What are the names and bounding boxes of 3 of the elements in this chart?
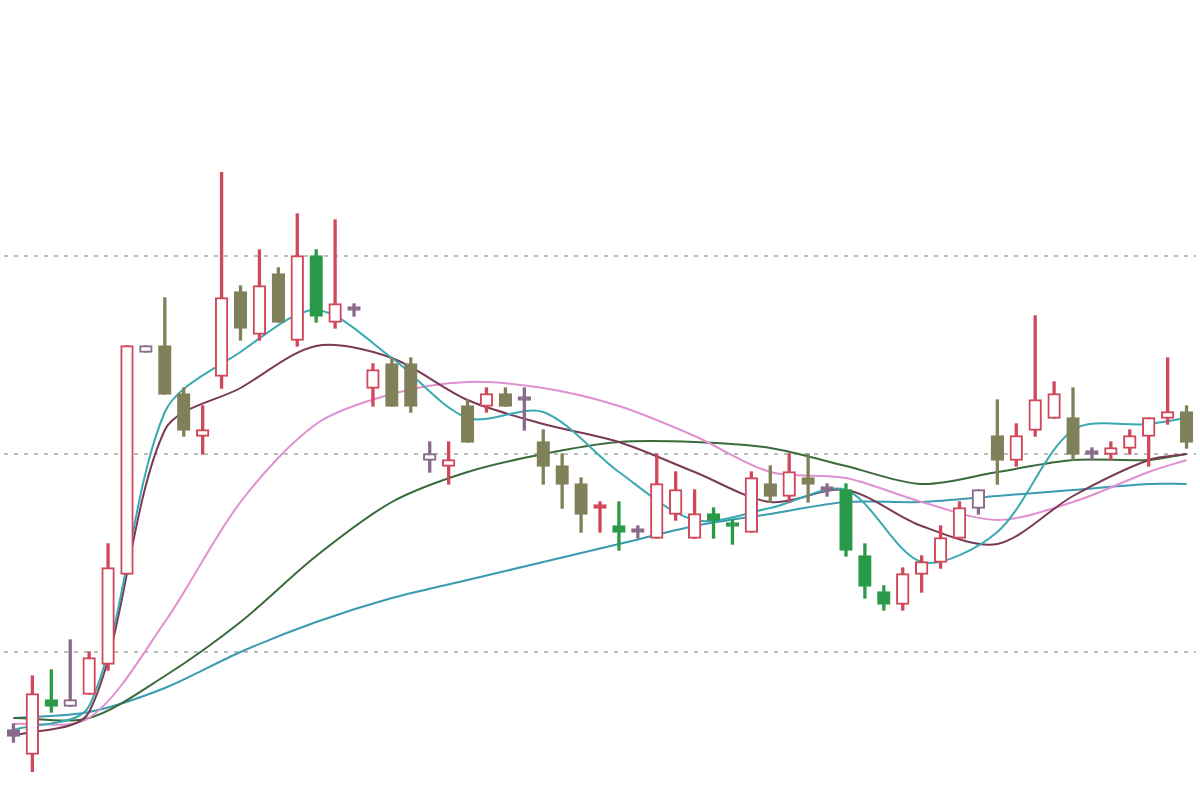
candlestick bbox=[612, 501, 626, 551]
candlestick bbox=[801, 453, 815, 503]
candlestick bbox=[328, 219, 342, 329]
